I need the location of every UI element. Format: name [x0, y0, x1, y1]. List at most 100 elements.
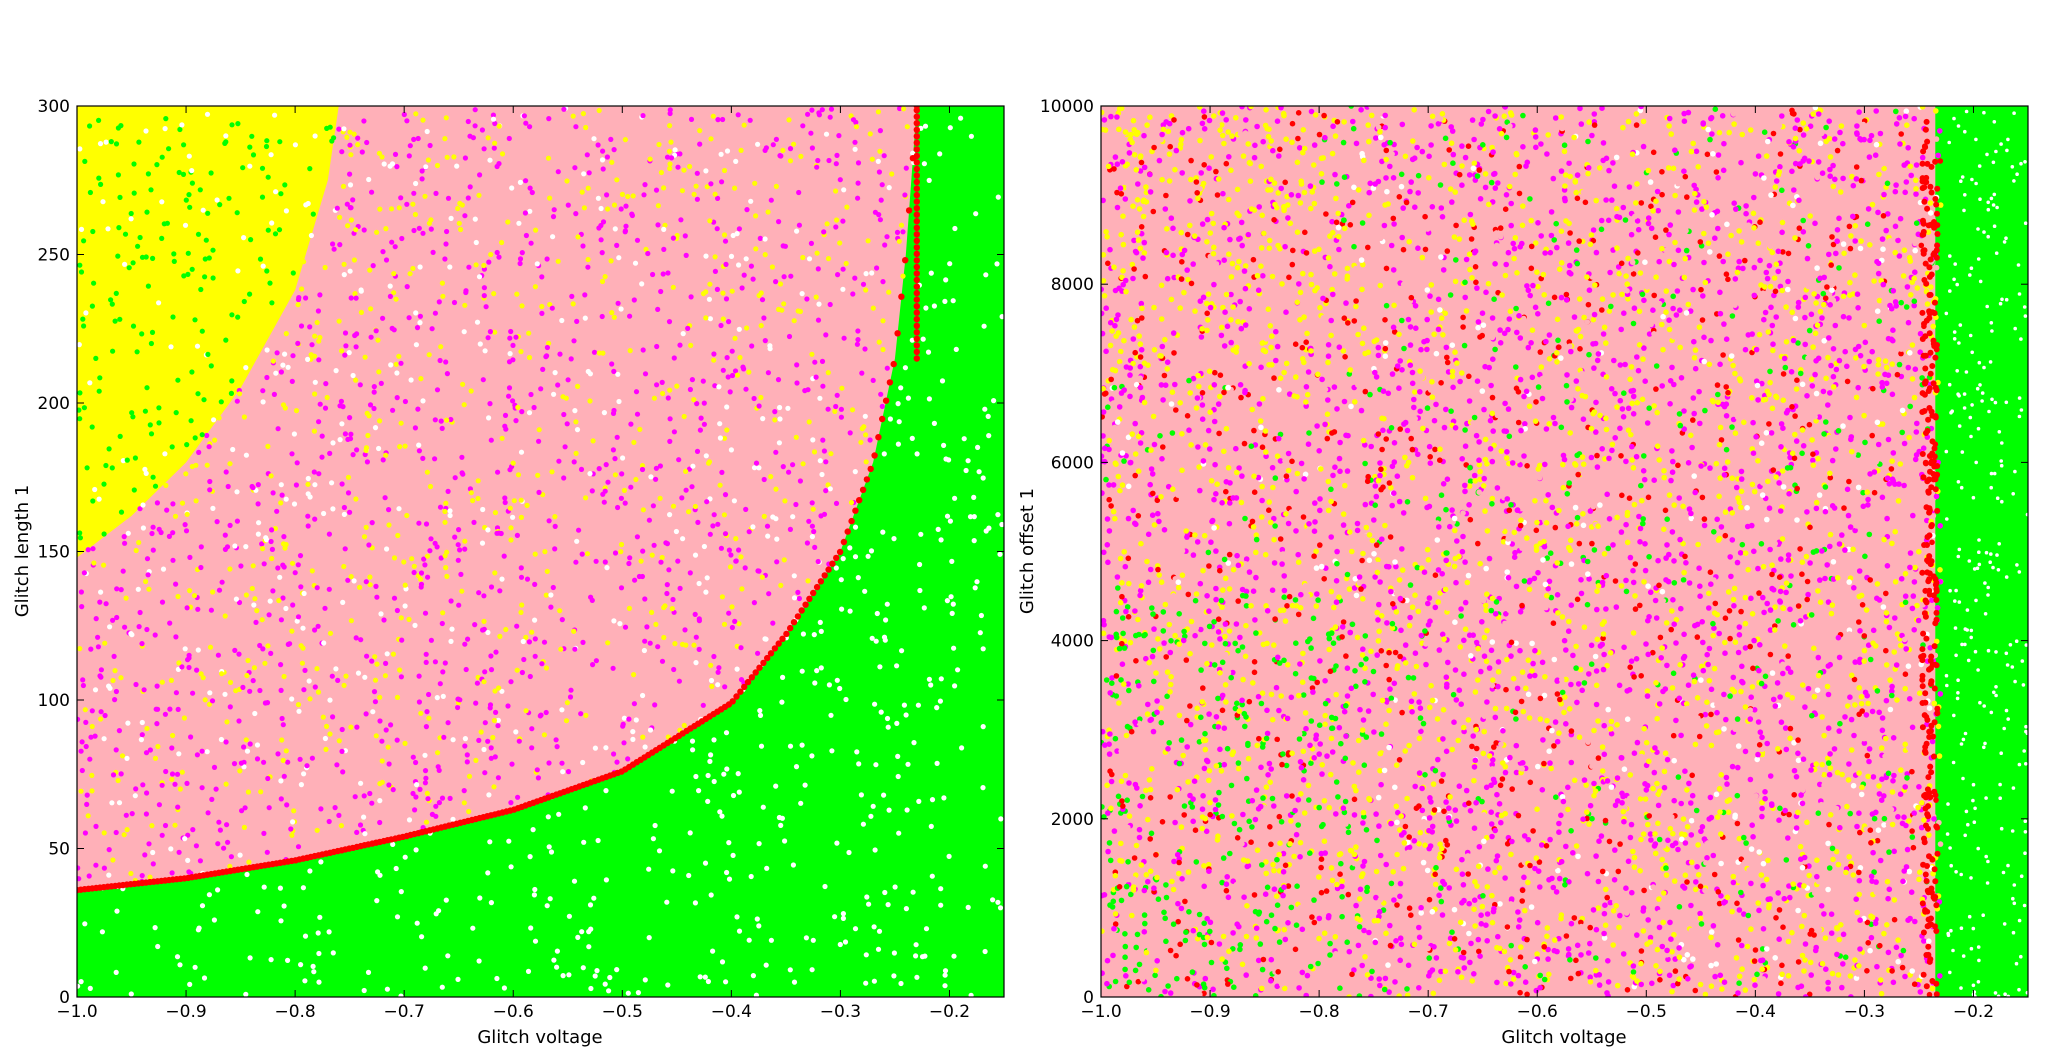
scatter-point [241, 414, 247, 420]
scatter-point [651, 542, 657, 548]
scatter-point [473, 757, 479, 764]
scatter-point [712, 268, 719, 274]
scatter-point [125, 720, 131, 726]
scatter-point [339, 149, 345, 155]
scatter-point [269, 300, 275, 306]
scatter-point [351, 257, 357, 263]
scatter-point [1204, 915, 1210, 922]
scatter-point [482, 669, 488, 675]
scatter-point [107, 624, 113, 630]
scatter-point [928, 270, 934, 276]
scatter-point [1503, 192, 1510, 198]
scatter-point [526, 354, 533, 361]
scatter-point [1558, 805, 1564, 811]
scatter-point [123, 595, 129, 601]
scatter-point [518, 514, 525, 521]
scatter-point [222, 613, 228, 619]
scatter-point [947, 125, 953, 131]
scatter-point [184, 780, 190, 787]
scatter-point [1684, 787, 1690, 793]
scatter-point [253, 619, 259, 626]
scatter-point [555, 258, 561, 264]
scatter-point [389, 161, 396, 167]
scatter-point [1566, 160, 1572, 166]
scatter-point [585, 185, 591, 191]
scatter-point [913, 953, 919, 959]
scatter-point [950, 298, 956, 304]
scatter-point [255, 482, 261, 488]
scatter-point [312, 516, 318, 522]
scatter-point [900, 229, 906, 235]
scatter-point [714, 226, 720, 232]
scatter-point [367, 574, 373, 580]
scatter-point [412, 807, 418, 813]
scatter-point [1885, 949, 1892, 956]
scatter-point [736, 326, 742, 332]
scatter-point [1697, 910, 1703, 917]
scatter-point [1690, 395, 1697, 401]
scatter-point [548, 849, 555, 855]
scatter-point [433, 911, 439, 917]
scatter-point [1322, 678, 1328, 684]
scatter-point [838, 406, 845, 412]
scatter-point [622, 137, 629, 143]
scatter-point [106, 872, 112, 878]
scatter-point [567, 694, 574, 700]
scatter-point [626, 716, 632, 722]
scatter-point [269, 220, 275, 226]
scatter-point [143, 750, 150, 756]
scatter-point [862, 346, 868, 352]
scatter-point [1136, 834, 1143, 841]
scatter-point [825, 406, 831, 412]
scatter-point [1630, 848, 1636, 855]
scatter-point [738, 147, 744, 153]
scatter-point [947, 518, 954, 524]
scatter-point [834, 152, 840, 158]
scatter-point [79, 767, 85, 774]
scatter-point [1295, 797, 1302, 803]
scatter-point [422, 768, 429, 774]
scatter-point [879, 182, 885, 188]
scatter-point [397, 667, 403, 673]
scatter-point [83, 310, 89, 316]
scatter-point [122, 231, 129, 237]
scatter-point [1195, 195, 1201, 202]
scatter-point [1677, 344, 1683, 351]
scatter-point [1138, 300, 1145, 307]
scatter-point [1499, 955, 1505, 962]
scatter-point [1136, 961, 1143, 968]
scatter-point [875, 158, 881, 164]
scatter-point [529, 189, 535, 196]
scatter-point [867, 131, 873, 137]
scatter-point [80, 677, 86, 683]
scatter-point [477, 172, 483, 178]
scatter-point [175, 804, 181, 810]
scatter-point [998, 816, 1004, 822]
scatter-point [705, 798, 711, 805]
scatter-point [268, 957, 274, 963]
scatter-point [383, 452, 389, 458]
scatter-point [725, 374, 731, 380]
scatter-point [424, 790, 430, 797]
scatter-point [280, 562, 286, 568]
boundary-point [913, 316, 920, 323]
scatter-point [1383, 930, 1389, 937]
scatter-point [882, 242, 888, 248]
scatter-point [1497, 782, 1504, 789]
scatter-point [426, 691, 432, 698]
scatter-point [536, 489, 542, 495]
scatter-point [835, 272, 841, 278]
y-tick-label: 250 [38, 246, 70, 266]
scatter-point [659, 554, 665, 561]
scatter-point [1373, 894, 1379, 901]
scatter-point [871, 978, 878, 984]
scatter-point [1508, 981, 1514, 987]
scatter-point [913, 942, 919, 948]
scatter-point [884, 715, 891, 722]
scatter-point [1243, 933, 1250, 940]
scatter-point [623, 203, 629, 209]
scatter-point [159, 599, 166, 605]
scatter-point [1619, 406, 1626, 412]
scatter-point [418, 570, 425, 576]
scatter-point [1288, 509, 1295, 515]
